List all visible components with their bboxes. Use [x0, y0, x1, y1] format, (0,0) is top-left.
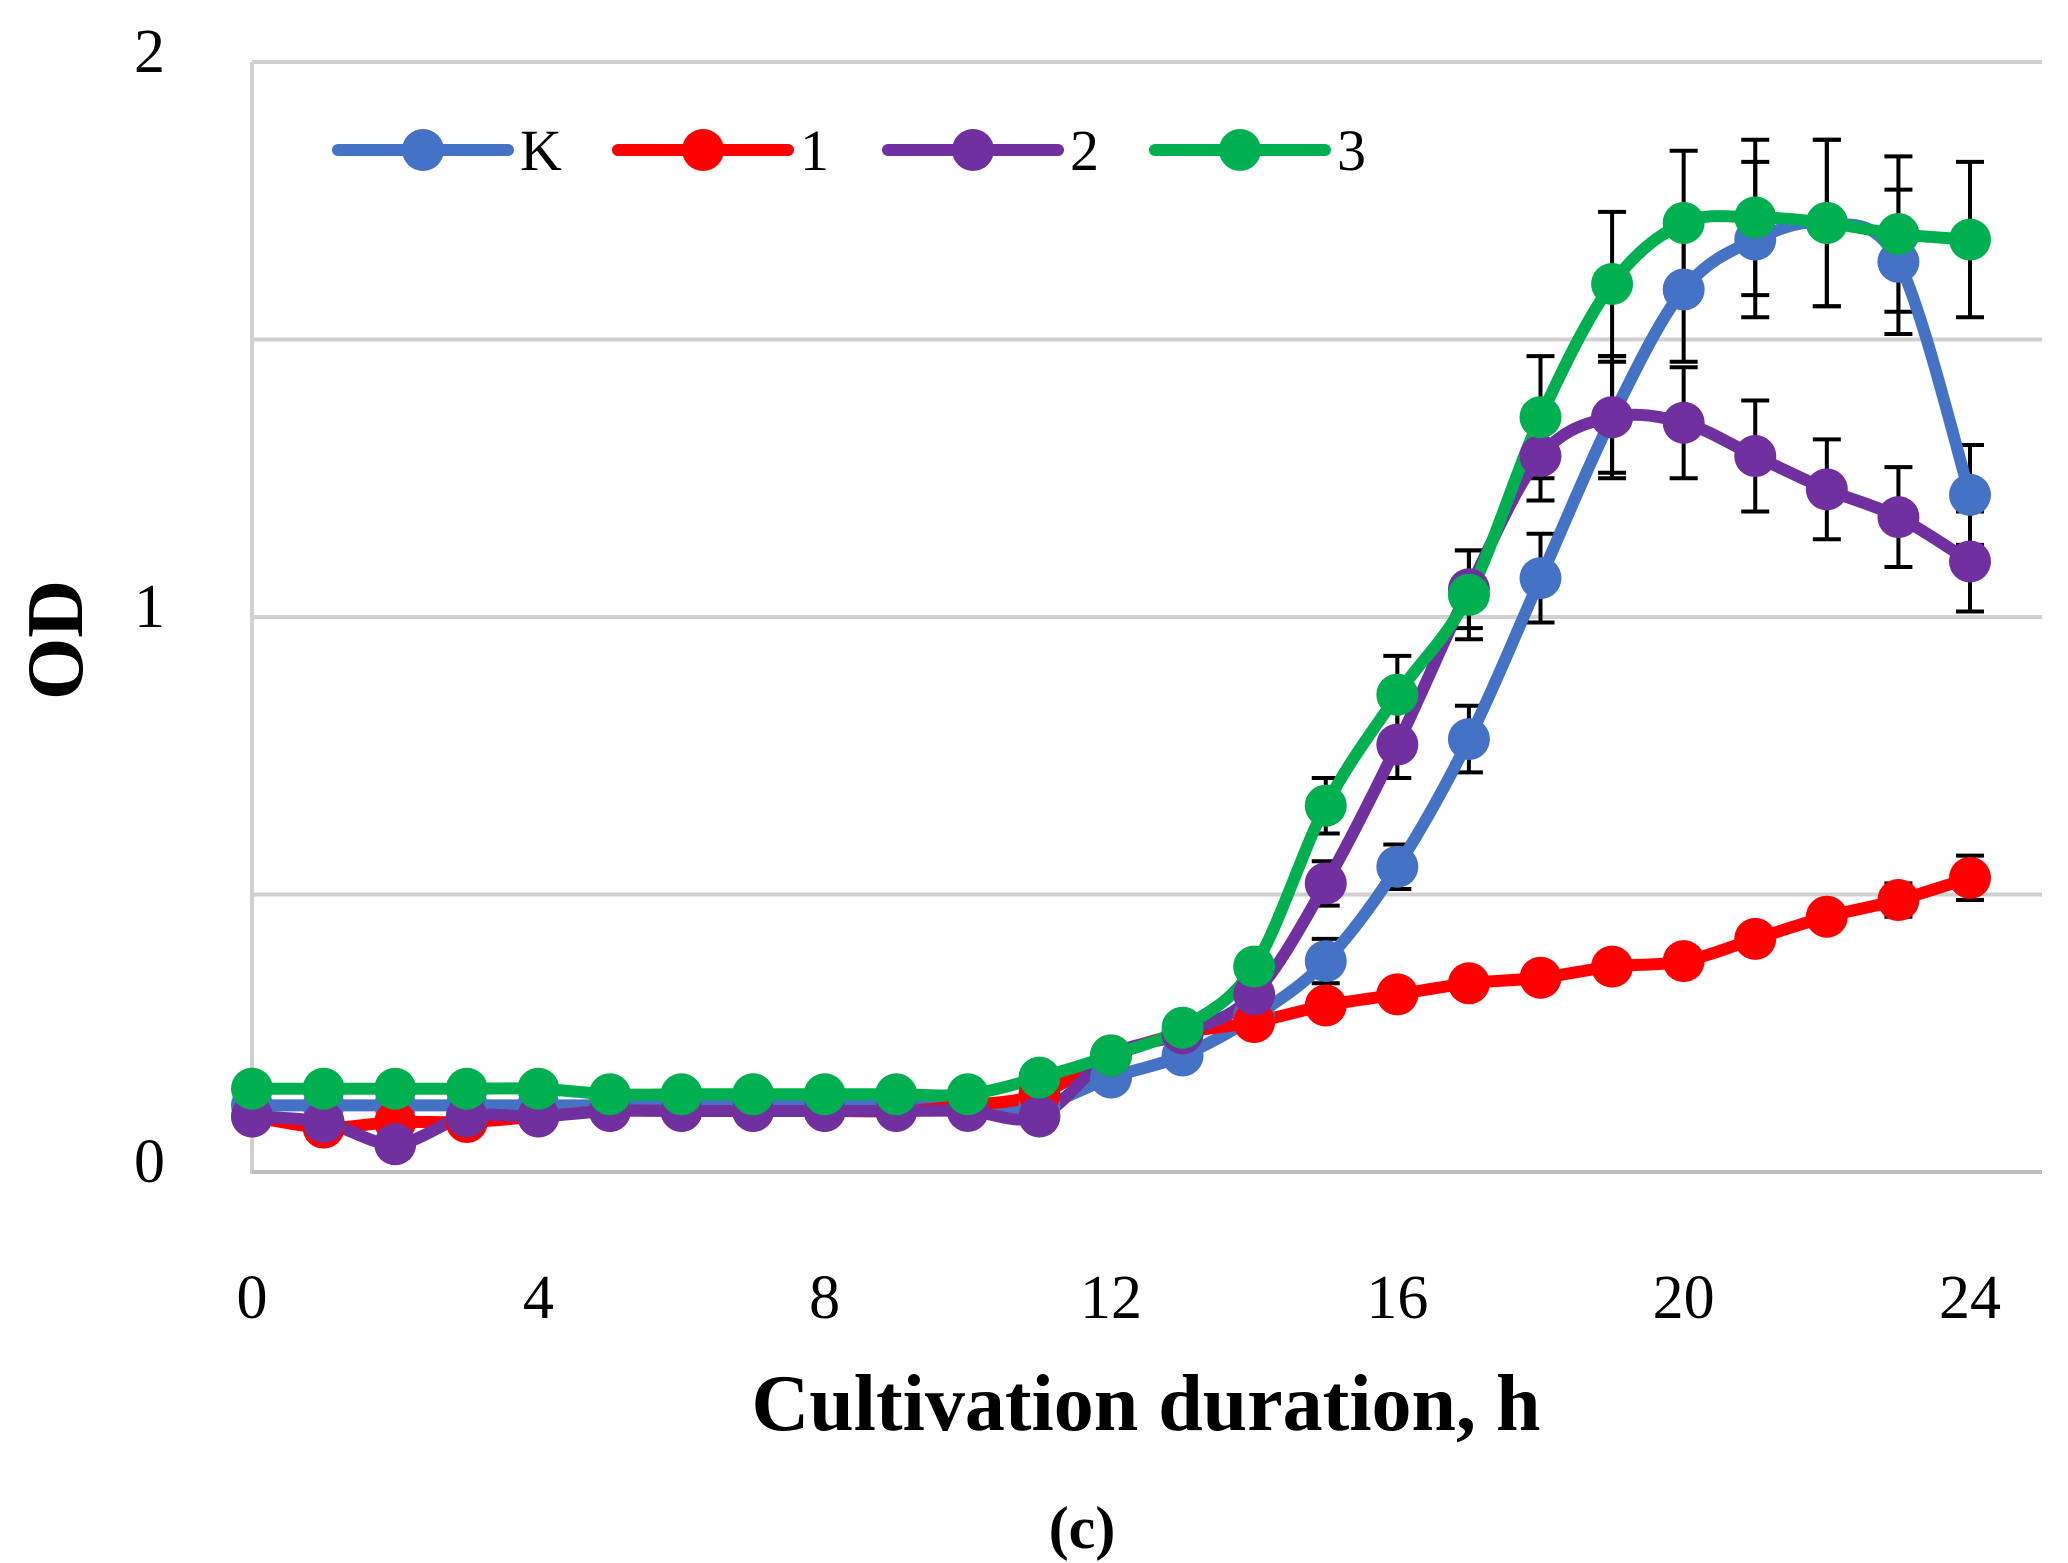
data-point-3	[803, 1073, 846, 1116]
data-point-2	[1949, 540, 1991, 583]
y-tick-label: 0	[134, 1128, 165, 1196]
x-tick-label: 8	[809, 1264, 840, 1332]
data-point-2	[1877, 496, 1920, 539]
data-point-3	[1304, 784, 1347, 827]
y-tick-labels: 0 1 2	[134, 18, 165, 1196]
series-lines	[246, 210, 1976, 1151]
data-point-1	[1949, 856, 1991, 899]
y-tick-label: 1	[134, 573, 165, 641]
axes	[250, 62, 2042, 1174]
y-axis-title: OD	[12, 580, 100, 700]
data-point-2	[1805, 468, 1848, 511]
data-point-3	[1734, 196, 1777, 239]
data-point-3	[302, 1067, 345, 1110]
data-point-3	[875, 1073, 918, 1116]
x-tick-label: 0	[237, 1264, 268, 1332]
data-point-1	[1304, 984, 1347, 1027]
data-point-3	[1662, 201, 1705, 244]
data-point-1	[1591, 945, 1634, 988]
data-point-3	[517, 1067, 560, 1110]
x-tick-label: 4	[523, 1264, 554, 1332]
x-tick-labels: 0 4 8 12 16 20 24	[237, 1264, 2002, 1332]
data-point-1	[1734, 917, 1777, 960]
data-point-1	[1376, 973, 1419, 1016]
data-point-2	[1376, 723, 1419, 766]
data-point-3	[946, 1073, 989, 1116]
x-axis-title: Cultivation duration, h	[751, 1360, 1540, 1448]
legend: K 1 2 3	[332, 118, 1366, 183]
data-point-1	[1877, 879, 1920, 922]
data-point-3	[445, 1067, 488, 1110]
data-point-3	[1519, 396, 1562, 439]
data-point-1	[1662, 940, 1705, 983]
legend-label-1: 1	[800, 118, 829, 183]
data-point-3	[1949, 218, 1991, 261]
legend-marker-3	[1219, 129, 1261, 171]
series-points	[231, 196, 1991, 1166]
y-tick-label: 2	[134, 18, 165, 86]
data-point-2	[302, 1101, 345, 1144]
legend-marker-2	[952, 129, 994, 171]
data-point-2	[1734, 435, 1777, 478]
x-tick-label: 16	[1366, 1264, 1428, 1332]
data-point-K	[1376, 845, 1419, 888]
x-tick-label: 24	[1939, 1264, 2001, 1332]
data-point-1	[1447, 962, 1490, 1005]
data-point-3	[1805, 201, 1848, 244]
figure-caption: (c)	[1049, 1495, 1116, 1561]
gridlines	[252, 60, 2042, 897]
data-point-3	[1376, 673, 1419, 716]
data-point-2	[1304, 862, 1347, 905]
data-point-K	[1447, 718, 1490, 761]
data-point-3	[1591, 263, 1634, 305]
x-tick-label: 20	[1653, 1264, 1715, 1332]
data-point-K	[1949, 473, 1991, 516]
data-point-2	[374, 1123, 417, 1166]
data-point-3	[231, 1067, 273, 1110]
data-point-K	[1662, 268, 1705, 311]
legend-label-3: 3	[1337, 118, 1366, 183]
data-point-3	[1090, 1034, 1132, 1077]
data-point-3	[1877, 213, 1920, 256]
legend-marker-K	[402, 129, 444, 171]
data-point-3	[1161, 1006, 1204, 1049]
data-point-3	[732, 1073, 775, 1116]
data-point-3	[660, 1073, 703, 1116]
legend-label-K: K	[520, 118, 562, 183]
legend-label-2: 2	[1070, 118, 1099, 183]
data-point-1	[1805, 895, 1848, 938]
data-point-K	[1304, 940, 1347, 983]
data-point-3	[1018, 1056, 1061, 1099]
data-point-K	[1519, 557, 1562, 600]
data-point-2	[1519, 435, 1562, 478]
data-point-2	[1591, 396, 1634, 439]
data-point-3	[374, 1067, 417, 1110]
series-line-K	[246, 216, 1976, 1114]
data-point-1	[1519, 956, 1562, 999]
series-line-3	[246, 210, 1976, 1102]
legend-marker-1	[682, 129, 724, 171]
data-point-3	[1447, 573, 1490, 616]
data-point-3	[588, 1073, 631, 1116]
data-point-2	[1662, 401, 1705, 444]
x-tick-label: 12	[1080, 1264, 1142, 1332]
data-point-2	[1018, 1095, 1061, 1138]
data-point-3	[1233, 945, 1276, 988]
